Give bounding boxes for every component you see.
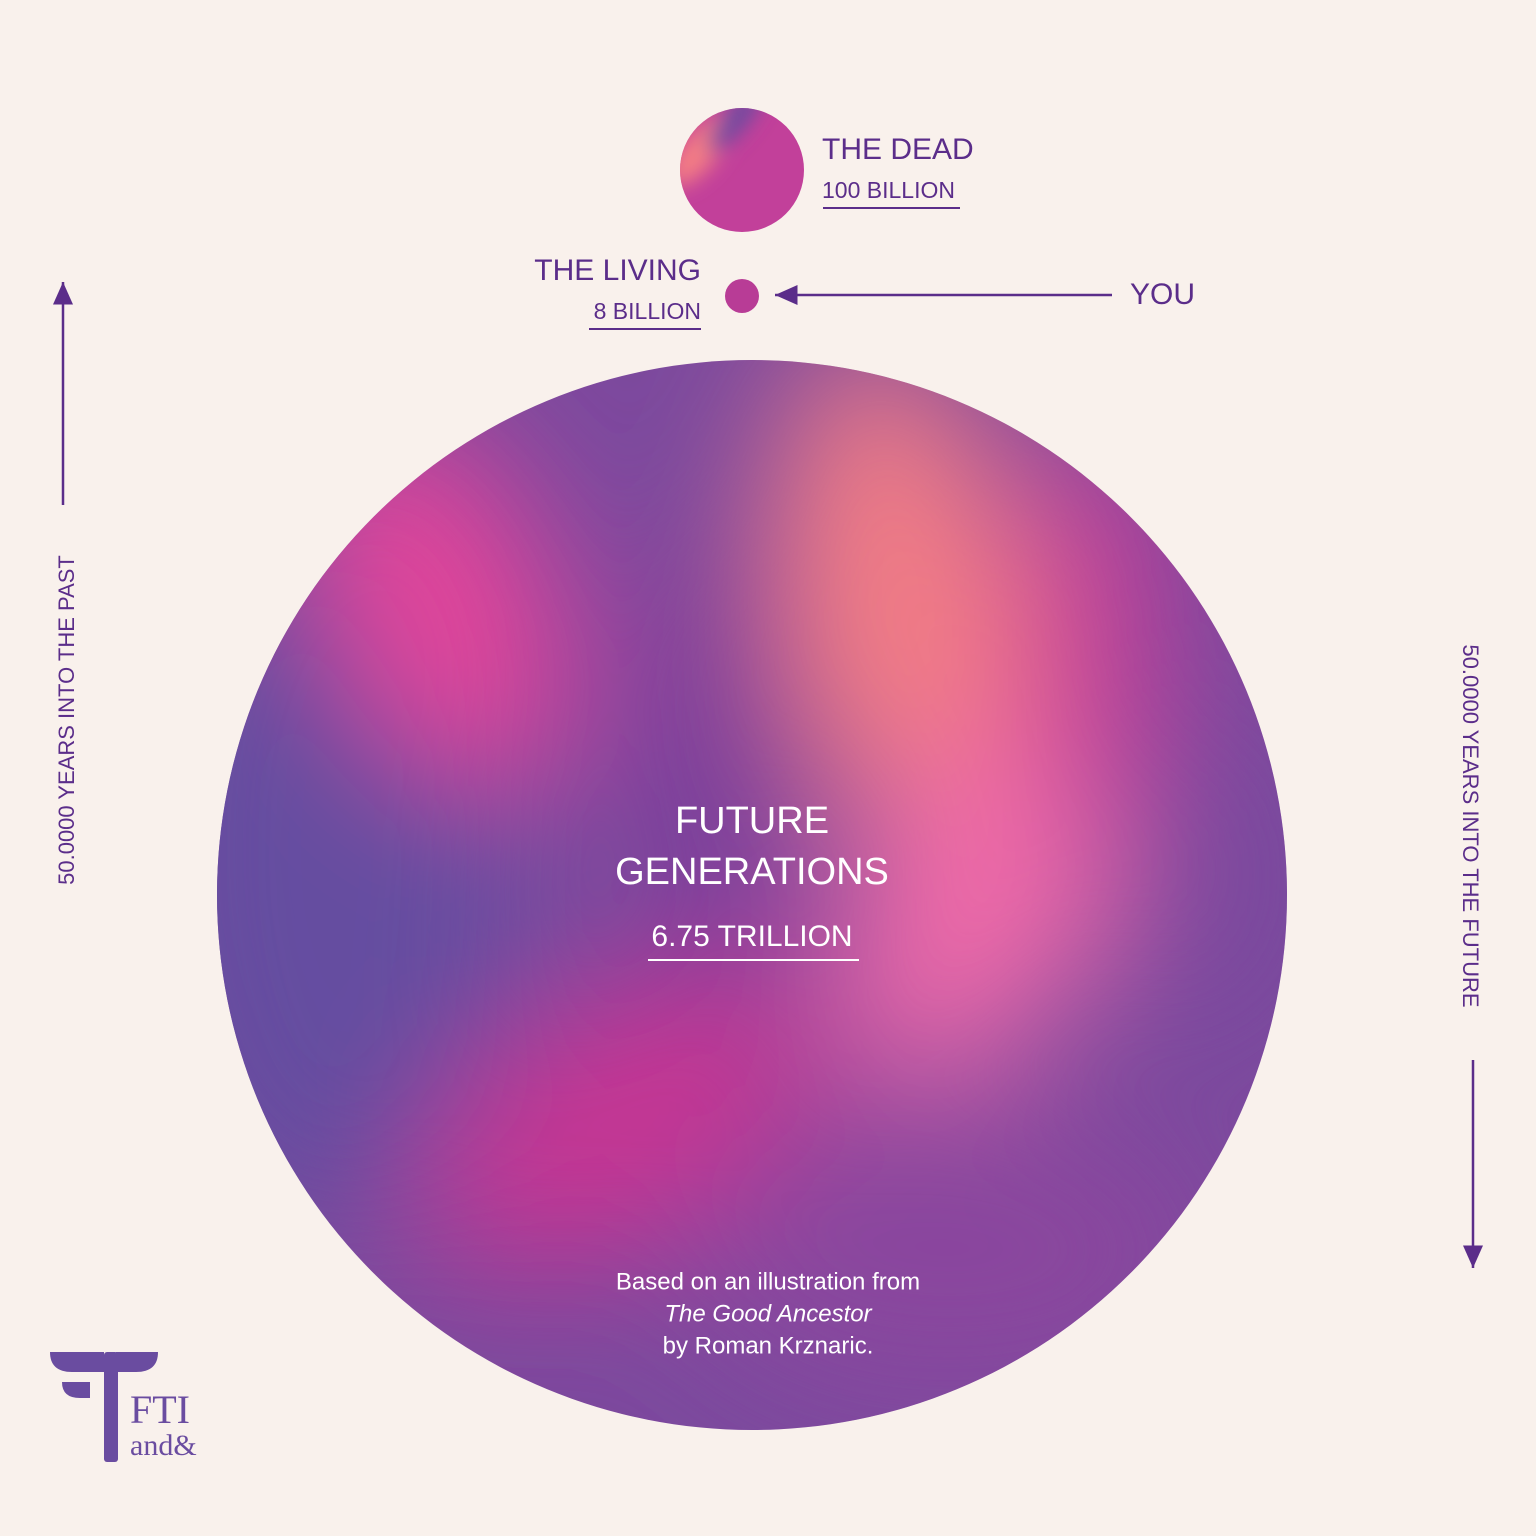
living-circle <box>725 279 759 313</box>
future-circle <box>217 360 1287 1430</box>
credit: by Roman Krznaric. <box>663 1332 874 1359</box>
credit: Based on an illustration from <box>616 1268 920 1295</box>
logo-sub: and& <box>130 1429 197 1462</box>
living-value: 8 BILLION <box>594 298 701 324</box>
dead-label: THE DEAD <box>822 133 974 166</box>
credit-book: The Good Ancestor <box>664 1300 872 1327</box>
logo-name: FTI <box>130 1387 190 1432</box>
future-label: FUTURE <box>675 800 829 842</box>
you-label: YOU <box>1130 278 1195 311</box>
logo: FTI and& <box>50 1352 197 1462</box>
future-value: 6.75 TRILLION <box>651 920 852 953</box>
dead-value: 100 BILLION <box>822 177 955 203</box>
future-axis-label: 50.0000 YEARS INTO THE FUTURE <box>1458 644 1483 1007</box>
past-label: 50.0000 YEARS INTO THE PAST <box>54 555 79 885</box>
future-label: GENERATIONS <box>615 851 889 893</box>
living-label: THE LIVING <box>534 254 701 287</box>
dead-circle <box>680 108 804 232</box>
